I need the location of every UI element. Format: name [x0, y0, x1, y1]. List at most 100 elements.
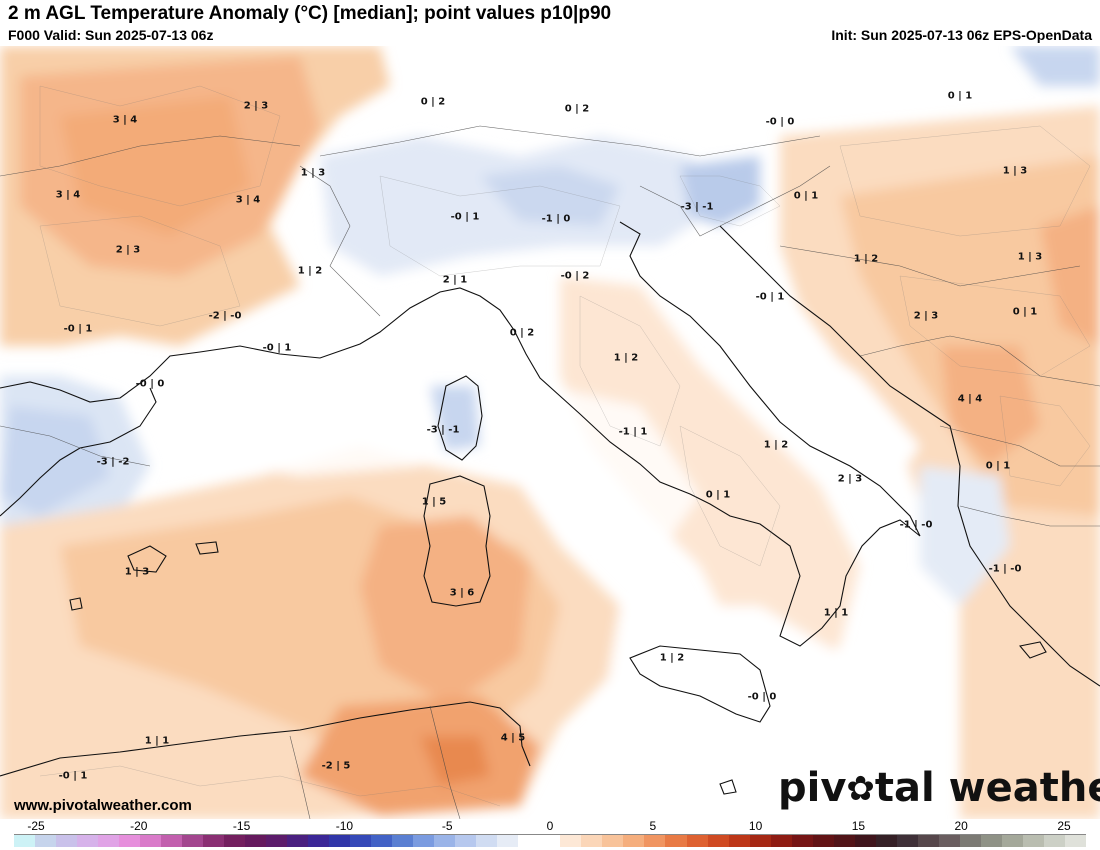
colorbar-swatch [854, 835, 876, 847]
point-value-label: 0 | 2 [564, 103, 590, 115]
colorbar-swatch [140, 835, 162, 847]
colorbar-swatch [392, 835, 414, 847]
colorbar-swatch [518, 835, 540, 847]
colorbar-swatch [224, 835, 246, 847]
anomaly-shading [0, 46, 1100, 819]
colorbar-swatch [455, 835, 477, 847]
colorbar-swatch [1043, 835, 1065, 847]
colorbar-swatch [161, 835, 183, 847]
point-value-label: 2 | 3 [837, 473, 863, 485]
point-value-label: -0 | 1 [58, 770, 88, 782]
point-value-label: -0 | 0 [135, 378, 165, 390]
point-value-label: -2 | 5 [321, 760, 351, 772]
colorbar-swatch [959, 835, 981, 847]
colorbar-swatch [497, 835, 519, 847]
colorbar-swatch [308, 835, 330, 847]
colorbar-swatch [119, 835, 141, 847]
colorbar-tick-label: -10 [335, 819, 354, 833]
point-value-label: -0 | 1 [755, 291, 785, 303]
point-value-label: 0 | 2 [420, 96, 446, 108]
colorbar-tick-label: 0 [546, 819, 554, 833]
point-value-label: 1 | 3 [1002, 165, 1028, 177]
colorbar-swatch [623, 835, 645, 847]
colorbar-swatch [476, 835, 498, 847]
colorbar-swatch [602, 835, 624, 847]
point-value-label: 4 | 4 [957, 393, 983, 405]
colorbar-swatch [77, 835, 99, 847]
colorbar-tick-label: -20 [130, 819, 148, 833]
colorbar-swatch [539, 835, 561, 847]
colorbar-swatch [665, 835, 687, 847]
point-value-label: 1 | 1 [823, 607, 849, 619]
brand-text-start: piv [778, 765, 847, 811]
colorbar-swatch [434, 835, 456, 847]
colorbar-swatch [686, 835, 708, 847]
point-value-label: 1 | 2 [659, 652, 685, 664]
colorbar-swatch [938, 835, 960, 847]
colorbar-swatch [791, 835, 813, 847]
temperature-anomaly-map[interactable]: 3 | 4 2 | 3 0 | 2 0 | 2 -0 | 0 0 | 1 3 | 4 3 | … [0, 46, 1100, 819]
point-value-label: 2 | 3 [913, 310, 939, 322]
point-value-label: 4 | 5 [500, 732, 526, 744]
colorbar-tick-label: 20 [954, 819, 968, 833]
point-value-label: 1 | 1 [144, 735, 170, 747]
map-title: 2 m AGL Temperature Anomaly (°C) [median… [8, 3, 612, 24]
borders [0, 125, 1100, 819]
colorbar-swatch [56, 835, 78, 847]
map-canvas [0, 46, 1100, 819]
colorbar-tick-label: -5 [441, 819, 453, 833]
point-value-label: -1 | -0 [899, 519, 933, 531]
point-value-label: 2 | 3 [115, 244, 141, 256]
colorbar-swatch [707, 835, 729, 847]
colorbar-swatch [1064, 835, 1086, 847]
admin-boundaries [39, 85, 1091, 807]
colorbar-tick-label: 5 [649, 819, 657, 833]
point-value-label: 0 | 1 [947, 90, 973, 102]
point-value-label: 0 | 1 [705, 489, 731, 501]
point-value-label: 1 | 3 [124, 566, 150, 578]
colorbar-swatch [182, 835, 204, 847]
point-value-label: 3 | 4 [112, 114, 138, 126]
point-value-label: 3 | 6 [449, 587, 475, 599]
point-value-label: 0 | 1 [985, 460, 1011, 472]
point-value-label: -3 | -2 [96, 456, 130, 468]
colorbar-swatch [728, 835, 750, 847]
point-value-label: 0 | 1 [793, 190, 819, 202]
colorbar-swatch [749, 835, 771, 847]
colorbar-swatch [875, 835, 897, 847]
colorbar-tick-label: -25 [27, 819, 45, 833]
colorbar-swatch [644, 835, 666, 847]
colorbar-swatch [329, 835, 351, 847]
colorbar-tick-labels: -25 -20 -15 -10 -5 0 5 10 15 20 25 [0, 819, 1100, 833]
colorbar-swatch [371, 835, 393, 847]
colorbar-swatch [98, 835, 120, 847]
gear-icon: ✿ [846, 769, 875, 809]
point-value-label: 0 | 2 [509, 327, 535, 339]
point-value-label: 1 | 2 [853, 253, 879, 265]
point-value-label: 1 | 3 [1017, 251, 1043, 263]
pivotal-weather-logo: piv✿tal weather [778, 765, 1100, 811]
point-value-label: -0 | 1 [262, 342, 292, 354]
colorbar [14, 834, 1086, 847]
colorbar-tick-label: 10 [748, 819, 763, 833]
init-time: Init: Sun 2025-07-13 06z EPS-OpenData [831, 27, 1092, 43]
point-value-label: 1 | 2 [297, 265, 323, 277]
colorbar-swatch [14, 835, 36, 847]
point-value-label: 1 | 3 [300, 167, 326, 179]
point-value-label: 3 | 4 [55, 189, 81, 201]
colorbar-swatch [350, 835, 372, 847]
point-value-label: -1 | 0 [541, 213, 571, 225]
valid-time: F000 Valid: Sun 2025-07-13 06z [8, 27, 214, 43]
colorbar-tick-label: 25 [1057, 819, 1071, 833]
colorbar-swatch [560, 835, 582, 847]
point-value-label: -0 | 2 [560, 270, 590, 282]
colorbar-swatch [770, 835, 792, 847]
point-value-label: -0 | 1 [450, 211, 480, 223]
colorbar-swatch [266, 835, 288, 847]
point-value-label: 1 | 2 [613, 352, 639, 364]
colorbar-swatch [581, 835, 603, 847]
site-url[interactable]: www.pivotalweather.com [14, 797, 192, 814]
colorbar-swatch [812, 835, 834, 847]
point-value-label: -0 | 0 [765, 116, 795, 128]
colorbar-tick-label: 15 [851, 819, 866, 833]
